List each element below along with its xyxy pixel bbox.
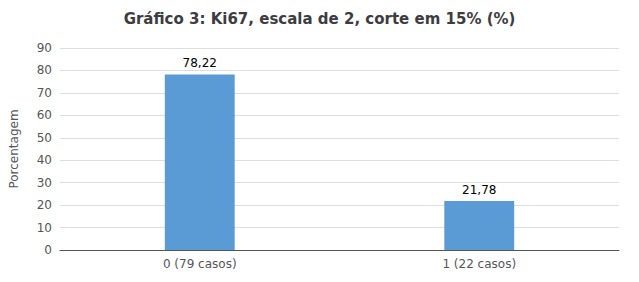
svg-text:78,22: 78,22 bbox=[183, 56, 217, 70]
svg-text:Porcentagem: Porcentagem bbox=[7, 109, 21, 188]
svg-text:0 (79 casos): 0 (79 casos) bbox=[163, 257, 237, 271]
svg-text:Gráfico 3: Ki67, escala de 2,: Gráfico 3: Ki67, escala de 2, corte em 1… bbox=[124, 10, 516, 28]
svg-text:40: 40 bbox=[37, 153, 52, 167]
svg-text:1 (22 casos): 1 (22 casos) bbox=[442, 257, 516, 271]
svg-text:90: 90 bbox=[37, 41, 52, 55]
svg-text:20: 20 bbox=[37, 198, 52, 212]
svg-text:80: 80 bbox=[37, 63, 52, 77]
svg-text:60: 60 bbox=[37, 108, 52, 122]
svg-text:70: 70 bbox=[37, 86, 52, 100]
svg-text:0: 0 bbox=[44, 243, 52, 257]
svg-text:50: 50 bbox=[37, 131, 52, 145]
svg-text:10: 10 bbox=[37, 221, 52, 235]
svg-text:21,78: 21,78 bbox=[462, 183, 496, 197]
svg-text:30: 30 bbox=[37, 176, 52, 190]
